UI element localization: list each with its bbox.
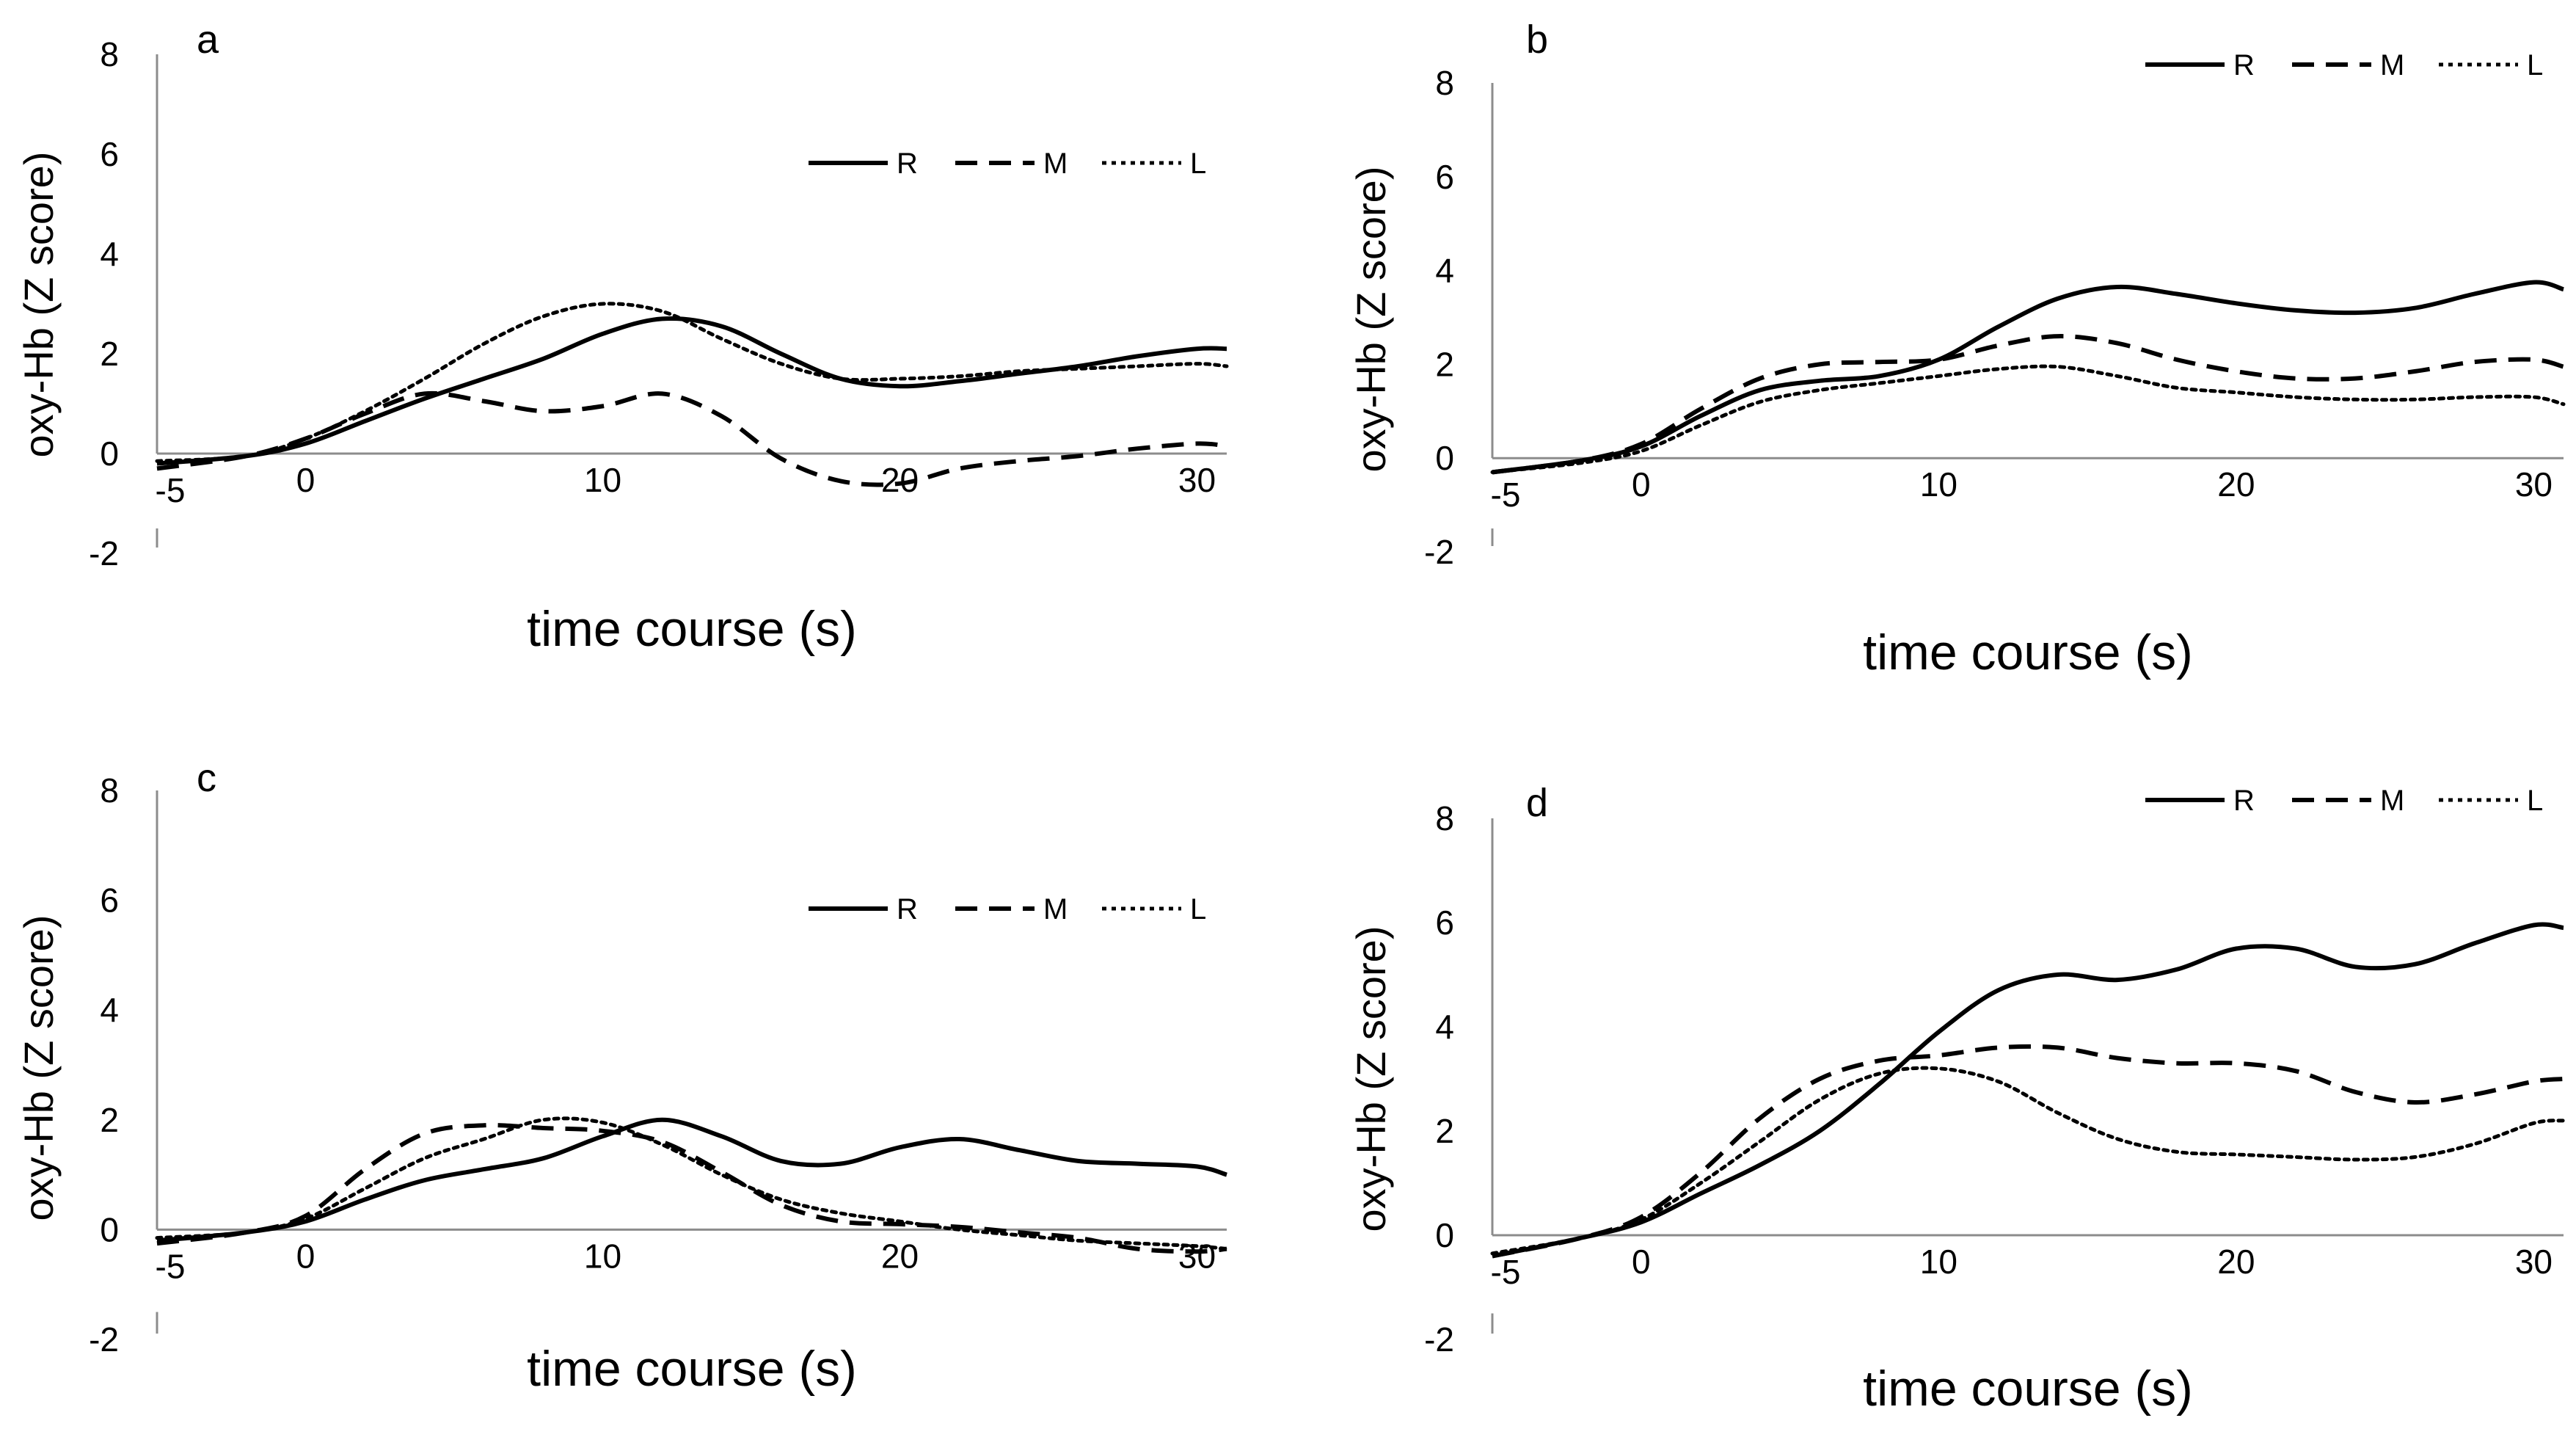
y-tick-label: 6	[1435, 158, 1454, 196]
y-tick-label: -2	[1424, 1320, 1454, 1359]
x-axis-title: time course (s)	[1863, 625, 2193, 680]
y-tick-label: 6	[100, 881, 119, 920]
y-tick-label: 8	[1435, 799, 1454, 837]
series-line-L	[1490, 1066, 2566, 1256]
legend-label-L: L	[2527, 49, 2543, 81]
series-line-L	[155, 302, 1229, 463]
x-axis-title: time course (s)	[527, 1341, 857, 1397]
legend-label-L: L	[1190, 148, 1206, 180]
y-tick-label: 2	[100, 335, 119, 373]
x-tick-label: 10	[584, 1237, 621, 1275]
x-axis-title: time course (s)	[1863, 1361, 2193, 1417]
y-tick-label: 8	[100, 771, 119, 810]
legend-label-L: L	[2527, 785, 2543, 817]
y-tick-label: 0	[100, 434, 119, 473]
x-tick-label: 10	[1920, 465, 1957, 503]
x-tick-label: -5	[1491, 1253, 1521, 1291]
x-tick-label: -5	[156, 1247, 186, 1285]
legend-label-R: R	[2233, 785, 2255, 817]
y-tick-label: 6	[100, 135, 119, 173]
series-line-R	[1492, 922, 2564, 1259]
x-axis-title: time course (s)	[527, 601, 857, 657]
y-tick-label: 0	[1435, 1216, 1454, 1254]
chart-panel-c: -2 0 2 4 6 8 -5 0 10 20 30 c time course (s) oxy-Hb (…	[15, 756, 1229, 1397]
y-tick-label: 8	[1435, 64, 1454, 102]
x-tick-label: 0	[1632, 1243, 1651, 1281]
chart-panel-d: -2 0 2 4 6 8 -5 0 10 20 30 d time course (s) oxy-Hb (…	[1348, 781, 2566, 1417]
legend-label-R: R	[897, 893, 918, 925]
y-axis-title: oxy-Hb (Z score)	[15, 915, 62, 1221]
y-tick-label: 4	[1435, 1008, 1454, 1046]
series-line-L	[1490, 364, 2566, 474]
y-axis-title: oxy-Hb (Z score)	[1348, 167, 1394, 473]
series-line-R	[156, 1117, 1227, 1243]
y-axis-title: oxy-Hb (Z score)	[15, 152, 62, 458]
y-tick-label: 4	[1435, 252, 1454, 290]
y-tick-label: 6	[1435, 903, 1454, 942]
y-tick-label: -2	[89, 1320, 119, 1359]
y-tick-label: 0	[1435, 439, 1454, 477]
y-tick-label: 8	[100, 35, 119, 73]
x-tick-label: 20	[2217, 465, 2255, 503]
series-line-M	[1492, 334, 2564, 475]
legend-label-M: M	[2380, 49, 2404, 81]
y-tick-label: 4	[100, 991, 119, 1029]
panel-label: a	[197, 18, 219, 62]
y-tick-label: 0	[100, 1210, 119, 1248]
x-tick-label: 20	[2217, 1243, 2255, 1281]
panel-label: c	[197, 756, 216, 800]
y-axis-title: oxy-Hb (Z score)	[1348, 926, 1394, 1232]
x-tick-label: 30	[2515, 465, 2553, 503]
x-tick-label: 30	[1178, 461, 1216, 499]
x-tick-label: 30	[1178, 1237, 1216, 1275]
x-tick-label: -5	[156, 471, 186, 509]
y-tick-label: 2	[1435, 1112, 1454, 1150]
panel-label: b	[1526, 18, 1548, 62]
series-line-R	[156, 316, 1227, 466]
x-tick-label: 0	[296, 1237, 315, 1275]
y-tick-label: 2	[100, 1101, 119, 1139]
y-tick-label: 4	[100, 235, 119, 273]
x-tick-label: 0	[296, 461, 315, 499]
legend-label-M: M	[1043, 148, 1068, 180]
legend-label-M: M	[2380, 785, 2404, 817]
legend-label-L: L	[1190, 893, 1206, 925]
y-tick-label: -2	[89, 534, 119, 572]
legend-label-R: R	[2233, 49, 2255, 81]
series-line-M	[1492, 1044, 2564, 1259]
x-tick-label: 0	[1632, 465, 1651, 503]
x-tick-label: 10	[584, 461, 621, 499]
x-tick-label: 30	[2515, 1243, 2553, 1281]
chart-panel-b: -2 0 2 4 6 8 -5 0 10 20 30 b time course (s) oxy-Hb (…	[1348, 18, 2566, 680]
x-tick-label: -5	[1491, 476, 1521, 514]
x-tick-label: 10	[1920, 1243, 1957, 1281]
y-tick-label: 2	[1435, 345, 1454, 383]
series-line-L	[155, 1116, 1229, 1251]
series-line-M	[156, 1123, 1227, 1254]
x-tick-label: 20	[881, 1237, 919, 1275]
y-tick-label: -2	[1424, 533, 1454, 571]
panel-label: d	[1526, 781, 1548, 825]
series-line-R	[1492, 280, 2564, 475]
legend-label-M: M	[1043, 893, 1068, 925]
legend-label-R: R	[897, 148, 918, 180]
